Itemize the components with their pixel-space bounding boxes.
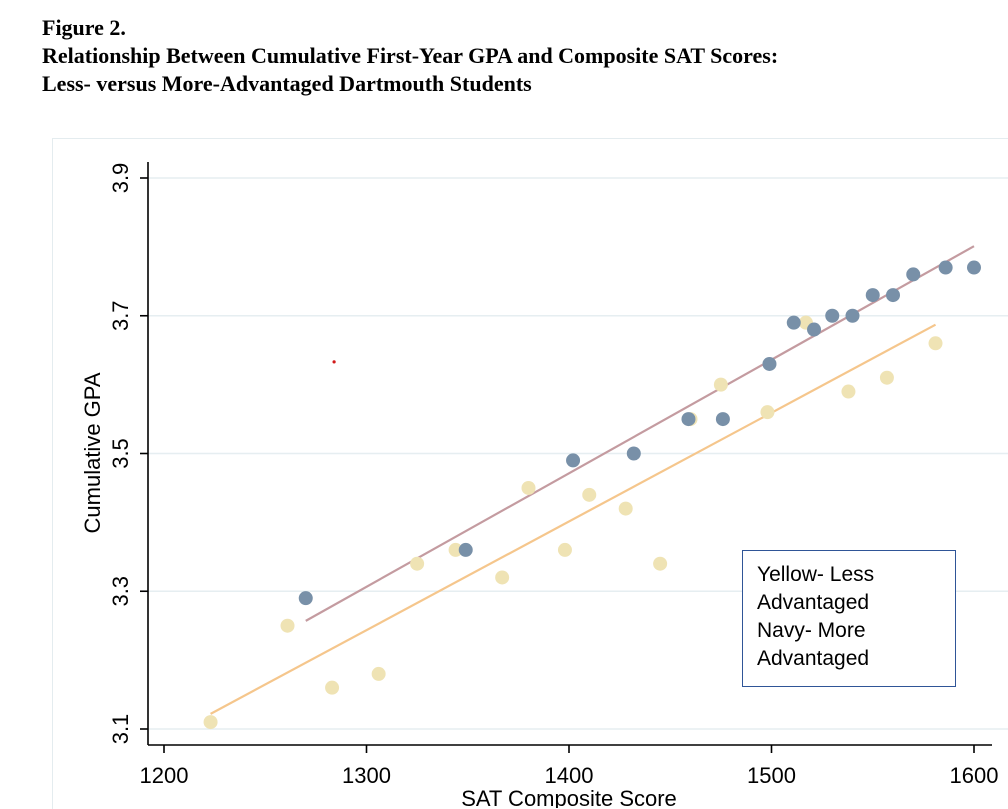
data-point-less (841, 384, 856, 399)
data-point-less (928, 336, 943, 351)
legend-line-4: Advantaged (757, 647, 870, 670)
data-point-more (298, 591, 313, 606)
data-point-more (845, 308, 860, 323)
x-tick-label: 1400 (545, 763, 594, 788)
data-point-less (879, 370, 894, 385)
y-tick-label: 3.5 (108, 438, 133, 469)
data-point-more (906, 267, 921, 282)
grid-lines (148, 177, 1008, 730)
x-axis-title: SAT Composite Score (461, 786, 677, 808)
data-point-less (203, 715, 218, 730)
data-point-less (760, 405, 775, 420)
figure-title-line-1: Relationship Between Cumulative First-Ye… (42, 43, 779, 68)
data-point-more (566, 453, 581, 468)
chart-panel (52, 138, 1008, 809)
x-tick-label: 1300 (342, 763, 391, 788)
data-point-less (653, 556, 668, 571)
data-point-more (626, 446, 641, 461)
data-point-less (713, 377, 728, 392)
figure-title-line-2: Less- versus More-Advantaged Dartmouth S… (42, 71, 532, 96)
y-tick-label: 3.7 (108, 300, 133, 331)
fit-line-less (210, 323, 937, 715)
y-tick-label: 3.1 (108, 714, 133, 745)
data-point-less (325, 680, 340, 695)
data-point-more (762, 356, 777, 371)
data-point-more (715, 412, 730, 427)
data-point-more (967, 260, 981, 275)
data-point-less (448, 542, 463, 557)
figure-heading: Figure 2. Relationship Between Cumulativ… (42, 14, 778, 98)
data-point-less (410, 556, 425, 571)
data-point-less (582, 487, 597, 502)
data-point-more (458, 542, 473, 557)
data-point-less (371, 666, 386, 681)
y-axis-title: Cumulative GPA (80, 372, 105, 533)
stray-mark (332, 360, 336, 364)
data-point-more (825, 308, 840, 323)
data-point-more (865, 288, 880, 303)
data-point-more (807, 322, 822, 337)
y-tick-label: 3.3 (108, 576, 133, 607)
data-point-more (681, 412, 696, 427)
x-tick-label: 1600 (950, 763, 999, 788)
legend-line-2: Advantaged (757, 591, 870, 614)
legend-box: Yellow- Less Advantaged Navy- More Advan… (742, 550, 956, 687)
x-tick-label: 1500 (747, 763, 796, 788)
axes: 3.1 3.3 3.5 3.7 3.9 1200 1300 1400 1500 1600 (108, 162, 998, 788)
y-tick-label: 3.9 (108, 163, 133, 194)
data-point-less (280, 618, 295, 633)
legend-line-1: Yellow- Less (757, 563, 875, 586)
data-point-more (886, 288, 900, 303)
figure-label: Figure 2. (42, 15, 126, 40)
data-points (203, 260, 981, 730)
data-point-less (495, 570, 510, 585)
data-point-more (938, 260, 953, 275)
data-point-less (521, 480, 536, 495)
x-tick-label: 1200 (140, 763, 189, 788)
data-point-less (557, 542, 572, 557)
data-point-less (618, 501, 633, 516)
data-point-more (786, 315, 801, 330)
legend-line-3: Navy- More (757, 619, 866, 642)
